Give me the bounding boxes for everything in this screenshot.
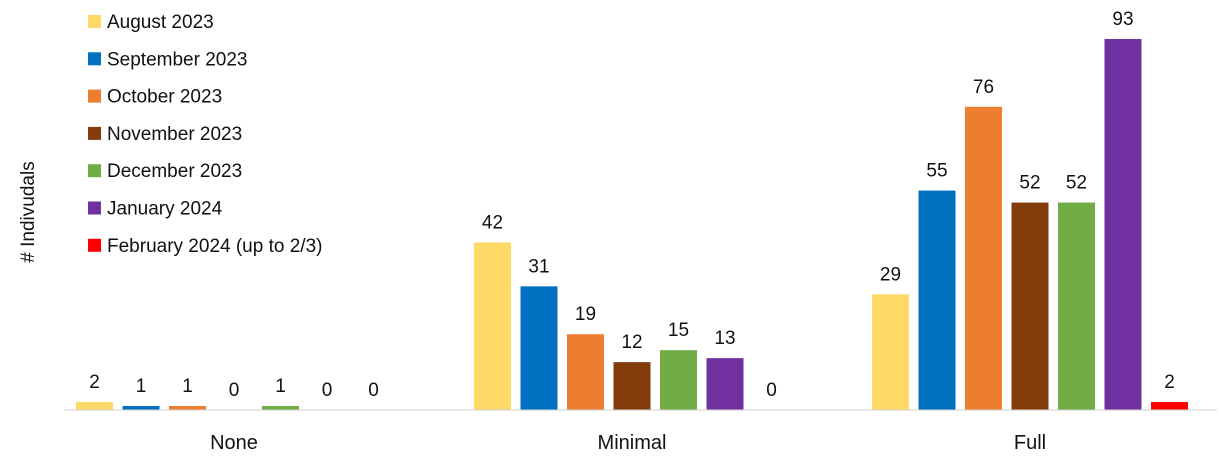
data-label-none-february-2024-up-to-2-3: 0 <box>368 380 379 401</box>
data-label-full-october-2023: 76 <box>973 77 994 98</box>
legend-swatch-november-2023 <box>88 126 101 140</box>
y-axis-label: # Indivudals <box>18 161 39 262</box>
bar-full-september-2023 <box>918 190 956 410</box>
legend-entry-november-2023: November 2023 <box>107 124 242 145</box>
data-label-none-january-2024: 0 <box>322 380 333 401</box>
data-label-minimal-october-2023: 19 <box>575 304 596 325</box>
legend-swatch-september-2023 <box>88 52 101 66</box>
legend-entry-january-2024: January 2024 <box>107 199 223 220</box>
bar-full-november-2023 <box>1011 202 1049 410</box>
legend-entry-august-2023: August 2023 <box>107 12 214 33</box>
bar-full-august-2023 <box>872 294 909 410</box>
legend-entry-september-2023: September 2023 <box>107 49 248 70</box>
legend-swatch-august-2023 <box>88 15 101 28</box>
legend-entry-december-2023: December 2023 <box>107 161 242 182</box>
bar-minimal-november-2023 <box>613 362 651 410</box>
legend-swatch-december-2023 <box>88 164 101 178</box>
bar-minimal-august-2023 <box>474 242 511 410</box>
bar-minimal-december-2023 <box>660 350 697 410</box>
bars-group <box>76 39 1188 411</box>
bar-none-september-2023 <box>122 406 160 410</box>
category-label-minimal: Minimal <box>598 432 667 454</box>
data-label-minimal-february-2024-up-to-2-3: 0 <box>766 380 777 401</box>
bar-minimal-october-2023 <box>567 334 604 410</box>
data-label-minimal-january-2024: 13 <box>714 328 735 349</box>
data-label-full-september-2023: 55 <box>926 161 947 182</box>
bar-minimal-september-2023 <box>520 286 558 410</box>
legend-entry-february-2024-up-to-2-3: February 2024 (up to 2/3) <box>107 236 322 257</box>
data-label-none-september-2023: 1 <box>136 376 147 397</box>
data-label-minimal-november-2023: 12 <box>621 332 642 353</box>
data-label-none-october-2023: 1 <box>182 376 193 397</box>
data-label-full-january-2024: 93 <box>1112 9 1133 30</box>
category-labels-group: None Minimal Full <box>210 432 1046 454</box>
data-label-none-august-2023: 2 <box>89 372 100 393</box>
legend-swatch-october-2023 <box>88 89 101 103</box>
bar-full-october-2023 <box>965 106 1002 411</box>
bar-none-december-2023 <box>262 406 299 410</box>
legend-entry-october-2023: October 2023 <box>107 87 222 108</box>
data-labels-group: 2 1 1 0 1 0 0 42 31 19 12 15 13 0 29 55 76 52 52 93 2 <box>89 9 1175 401</box>
bar-full-january-2024 <box>1104 39 1142 410</box>
bar-full-december-2023 <box>1058 202 1095 410</box>
data-label-minimal-september-2023: 31 <box>528 256 549 277</box>
data-label-minimal-december-2023: 15 <box>668 320 689 341</box>
legend: August 2023 September 2023 October 2023 Nov… <box>88 12 322 257</box>
bar-full-february-2024-up-to-2-3 <box>1151 402 1188 410</box>
legend-swatch-february-2024-up-to-2-3 <box>88 238 101 252</box>
category-label-full: Full <box>1014 432 1046 454</box>
data-label-full-november-2023: 52 <box>1019 173 1040 194</box>
legend-swatch-january-2024 <box>88 201 101 215</box>
bar-minimal-january-2024 <box>706 358 744 410</box>
category-label-none: None <box>210 432 258 454</box>
data-label-none-december-2023: 1 <box>275 376 286 397</box>
data-label-none-november-2023: 0 <box>229 380 240 401</box>
data-label-full-december-2023: 52 <box>1066 173 1087 194</box>
bar-none-august-2023 <box>76 402 113 410</box>
data-label-full-august-2023: 29 <box>880 264 901 285</box>
data-label-minimal-august-2023: 42 <box>482 212 503 233</box>
bar-none-october-2023 <box>169 406 206 410</box>
data-label-full-february-2024-up-to-2-3: 2 <box>1164 372 1175 393</box>
